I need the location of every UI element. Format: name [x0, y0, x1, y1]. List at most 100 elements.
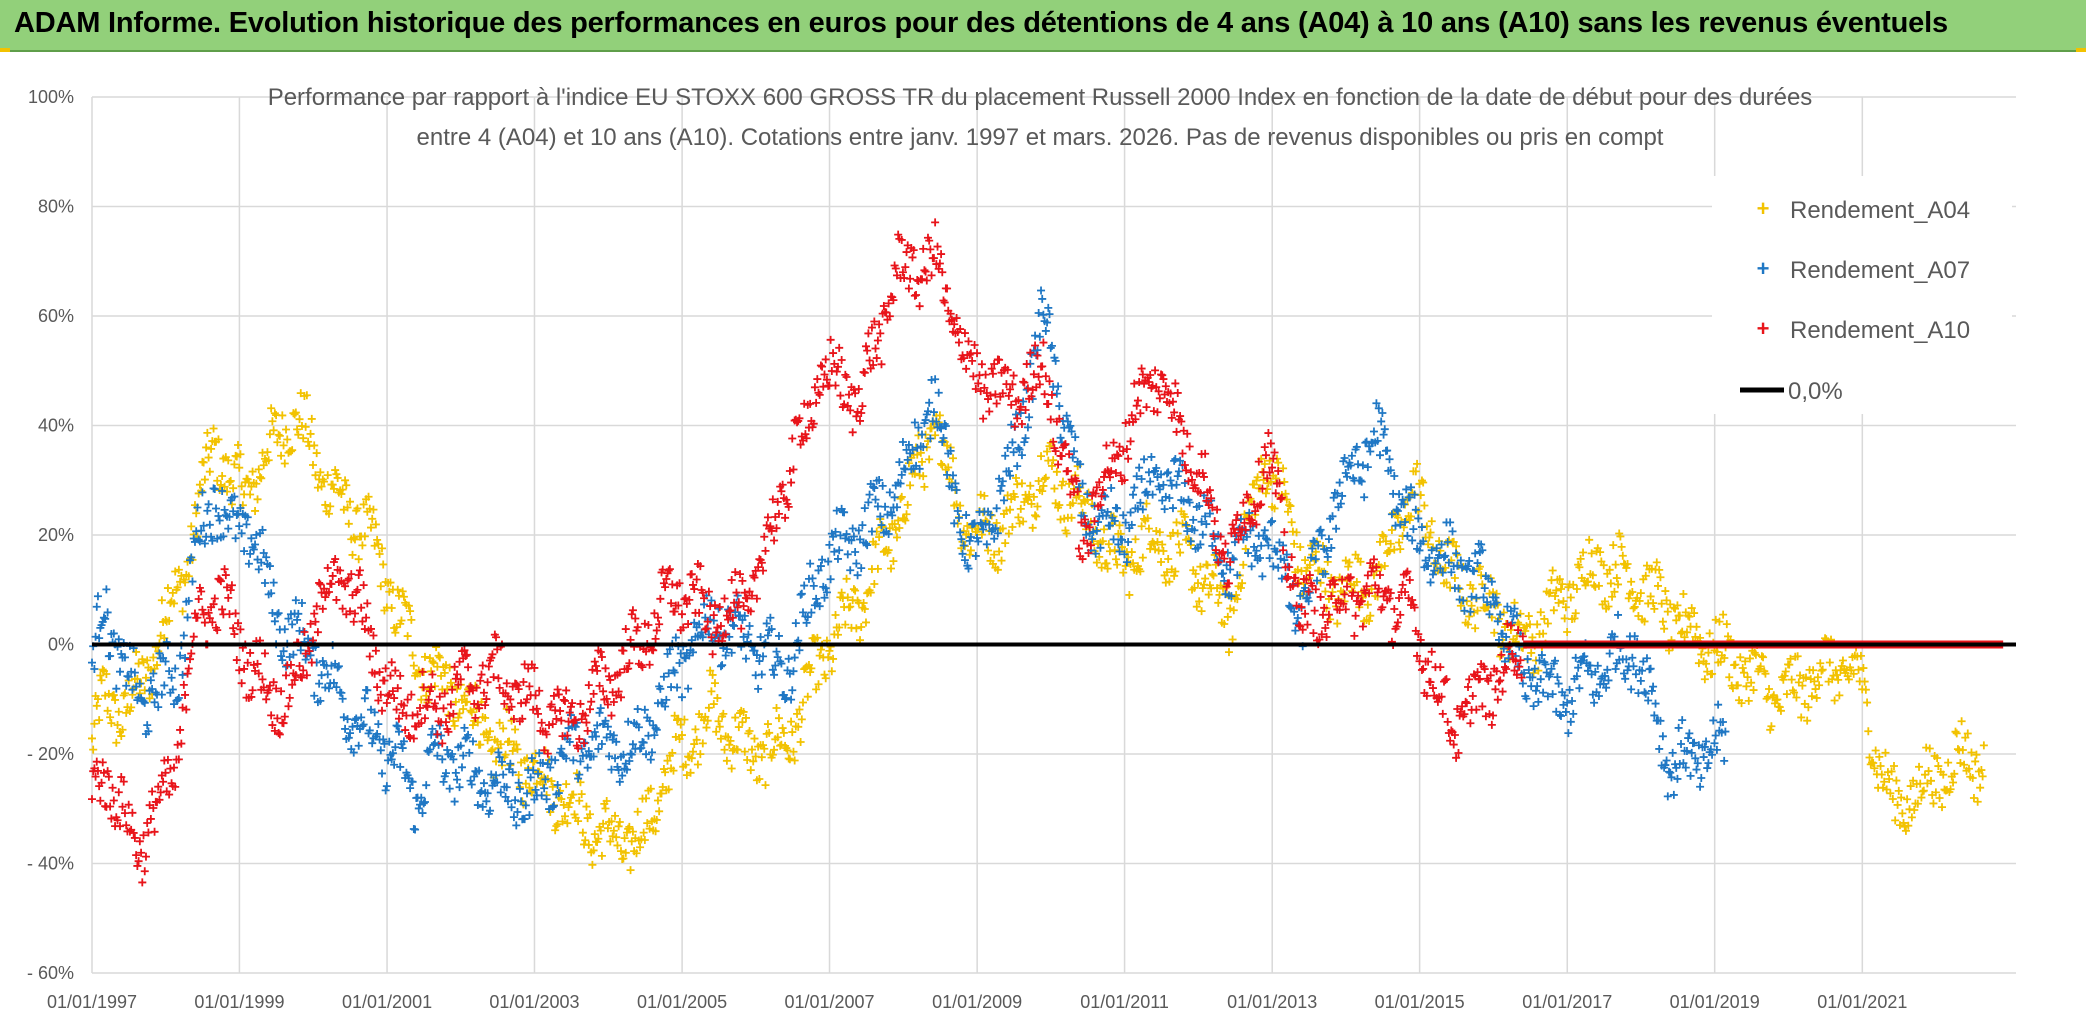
data-point [1203, 561, 1212, 570]
data-point [1221, 539, 1230, 548]
data-point [1021, 434, 1030, 443]
data-point [1870, 764, 1879, 773]
data-point [771, 661, 780, 670]
data-point [964, 564, 973, 573]
y-tick-label: 100% [28, 87, 74, 107]
data-point [182, 705, 191, 714]
data-point [580, 739, 589, 748]
data-point [1293, 565, 1302, 574]
data-point [620, 834, 629, 843]
data-point [236, 450, 245, 459]
data-point [1375, 570, 1384, 579]
data-point [1699, 753, 1708, 762]
legend-label-a04: Rendement_A04 [1790, 197, 1970, 224]
data-point [674, 601, 683, 610]
data-point [977, 360, 986, 369]
data-point [576, 699, 585, 708]
data-point [750, 573, 759, 582]
data-point [1520, 668, 1529, 677]
data-point [307, 414, 316, 423]
data-point [962, 511, 971, 520]
data-point [483, 678, 492, 687]
data-point [378, 544, 387, 553]
data-point [556, 706, 565, 715]
data-point [1417, 523, 1426, 532]
data-point [1131, 415, 1140, 424]
data-point [1406, 512, 1415, 521]
data-point [596, 826, 605, 835]
data-point [1599, 561, 1608, 570]
data-point [1616, 532, 1625, 541]
data-point [1641, 689, 1650, 698]
data-point [313, 628, 322, 637]
data-point [132, 851, 141, 860]
data-point [815, 602, 824, 611]
data-point [1557, 584, 1565, 593]
data-point [813, 633, 822, 642]
data-point [704, 587, 713, 596]
data-point [114, 707, 123, 716]
data-point [1522, 622, 1531, 631]
data-point [486, 806, 495, 815]
data-point [496, 740, 505, 749]
data-point [661, 768, 670, 777]
data-point [487, 747, 496, 756]
data-point [1132, 472, 1141, 481]
data-point [1491, 593, 1500, 602]
data-point [1347, 451, 1356, 460]
data-point [1172, 518, 1181, 527]
data-point [260, 649, 269, 658]
data-point [1559, 597, 1568, 606]
data-point [688, 648, 697, 657]
data-point [220, 505, 229, 514]
data-point [954, 513, 963, 522]
data-point [1450, 730, 1459, 739]
data-point [800, 581, 809, 590]
data-point [1309, 536, 1318, 545]
data-point [467, 708, 476, 717]
data-point [445, 784, 454, 793]
data-point [478, 661, 487, 670]
data-point [633, 807, 642, 816]
data-point [293, 615, 302, 624]
data-point [652, 815, 661, 824]
data-point [1271, 474, 1280, 483]
data-point [230, 492, 239, 501]
data-point [1103, 564, 1112, 573]
data-point [682, 599, 691, 608]
data-point [1152, 464, 1161, 473]
data-point [419, 799, 428, 808]
data-point [91, 772, 100, 781]
data-point [1074, 544, 1083, 553]
data-point [1158, 371, 1167, 380]
data-point [467, 780, 476, 789]
data-point [1677, 740, 1686, 749]
data-point [1471, 549, 1480, 558]
data-point [1869, 759, 1878, 768]
data-point [499, 724, 508, 733]
data-point [213, 626, 222, 635]
data-point [582, 718, 591, 727]
data-point [787, 695, 796, 704]
data-point [166, 764, 175, 773]
data-point [1392, 622, 1401, 631]
data-point [625, 822, 634, 831]
data-point [179, 680, 188, 689]
data-point [1288, 581, 1297, 590]
y-tick-label: 60% [38, 306, 74, 326]
data-point [979, 414, 988, 423]
data-point [1137, 364, 1146, 373]
data-point [521, 779, 530, 788]
data-point [1096, 543, 1105, 552]
data-point [770, 745, 779, 754]
data-point [1311, 585, 1320, 594]
data-point [1530, 664, 1539, 673]
data-point [1467, 592, 1476, 601]
data-point [1834, 675, 1843, 684]
data-point [640, 619, 649, 628]
data-point [1401, 518, 1410, 527]
data-point [1533, 682, 1542, 691]
data-point [1062, 411, 1071, 420]
data-point [900, 514, 909, 523]
data-point [1040, 475, 1049, 484]
